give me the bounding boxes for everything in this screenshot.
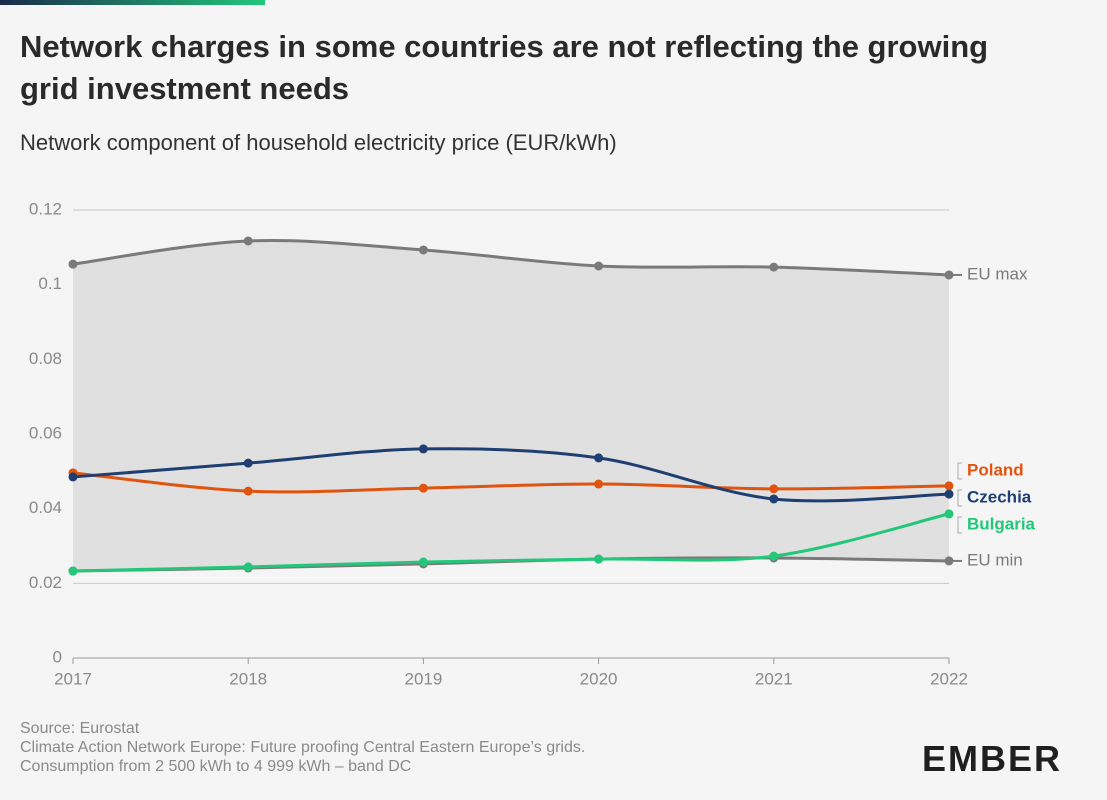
data-point bbox=[594, 479, 604, 489]
y-tick-label: 0.12 bbox=[29, 199, 62, 218]
logo: EMBER bbox=[922, 738, 1063, 779]
y-tick-label: 0.06 bbox=[29, 423, 62, 442]
source-line: Consumption from 2 500 kWh to 4 999 kWh … bbox=[20, 758, 412, 775]
chart-subtitle: Network component of household electrici… bbox=[20, 130, 617, 155]
data-point bbox=[594, 261, 604, 271]
x-tick-label: 2020 bbox=[580, 669, 618, 688]
x-tick-label: 2018 bbox=[229, 669, 267, 688]
y-tick-label: 0.08 bbox=[29, 349, 62, 368]
data-point bbox=[769, 262, 779, 272]
label-bracket bbox=[957, 516, 962, 534]
x-tick-label: 2021 bbox=[755, 669, 793, 688]
y-tick-label: 0.02 bbox=[29, 573, 62, 592]
x-tick-label: 2017 bbox=[54, 669, 92, 688]
data-point bbox=[594, 554, 604, 564]
data-point bbox=[944, 489, 954, 499]
series-label: Czechia bbox=[967, 487, 1032, 506]
footer: Source: Eurostat Climate Action Network … bbox=[20, 719, 585, 776]
data-point bbox=[769, 551, 779, 561]
data-point bbox=[418, 483, 428, 493]
top-bar bbox=[0, 0, 265, 5]
y-tick-label: 0.1 bbox=[38, 274, 62, 293]
series-line bbox=[72, 447, 950, 503]
data-point bbox=[418, 444, 428, 454]
source-line: Source: Eurostat bbox=[20, 720, 140, 737]
data-point bbox=[594, 453, 604, 463]
data-point bbox=[944, 509, 954, 519]
x-tick-label: 2022 bbox=[930, 669, 968, 688]
data-point bbox=[769, 494, 779, 504]
data-point bbox=[68, 566, 78, 576]
data-point bbox=[243, 562, 253, 572]
range-area bbox=[73, 240, 949, 572]
series-label: Bulgaria bbox=[967, 514, 1036, 533]
data-point bbox=[769, 484, 779, 494]
label-bracket bbox=[957, 462, 962, 480]
y-tick-label: 0.04 bbox=[29, 498, 62, 517]
data-point bbox=[68, 259, 78, 269]
data-point bbox=[243, 486, 253, 496]
data-point bbox=[418, 245, 428, 255]
data-point bbox=[243, 236, 253, 246]
series-line bbox=[72, 239, 950, 277]
chart-title: Network charges in some countries are no… bbox=[20, 29, 989, 106]
data-point bbox=[418, 557, 428, 567]
source-line: Climate Action Network Europe: Future pr… bbox=[20, 739, 586, 756]
series-line bbox=[72, 512, 950, 573]
x-tick-label: 2019 bbox=[404, 669, 442, 688]
series-label: Poland bbox=[967, 460, 1024, 479]
label-bracket bbox=[957, 489, 962, 507]
series-label: EU max bbox=[967, 264, 1028, 283]
series-line bbox=[72, 471, 950, 494]
data-point bbox=[243, 458, 253, 468]
y-tick-label: 0 bbox=[53, 647, 62, 666]
data-point bbox=[944, 481, 954, 491]
series-label: EU min bbox=[967, 550, 1023, 569]
data-point bbox=[68, 472, 78, 482]
